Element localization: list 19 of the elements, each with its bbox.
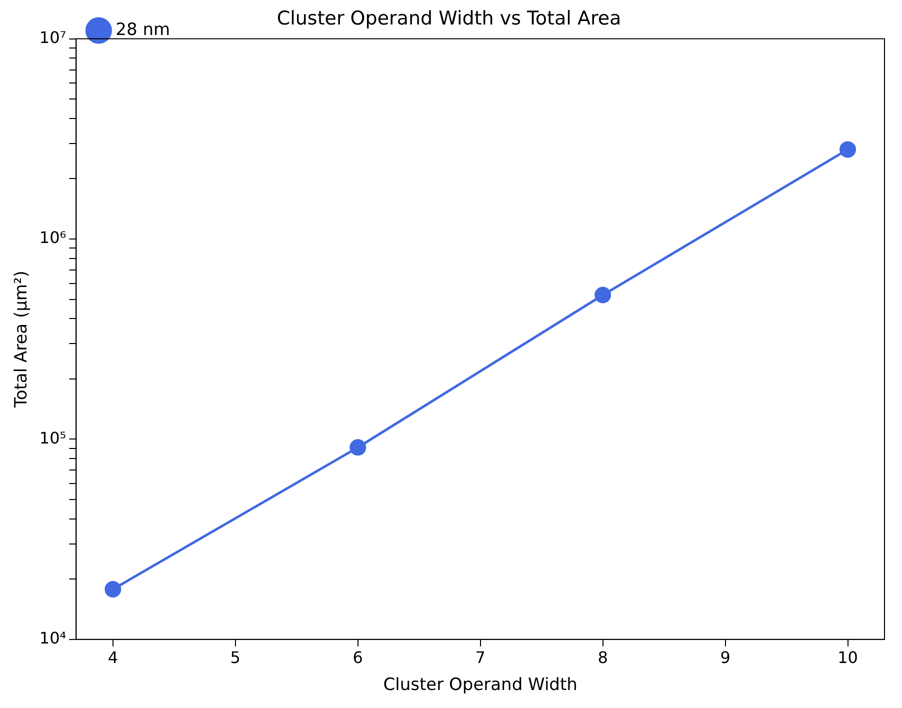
x-tick-label: 7: [475, 648, 486, 668]
chart-title: Cluster Operand Width vs Total Area: [276, 7, 622, 30]
y-tick-label: 10⁵: [39, 428, 66, 448]
point: [104, 581, 122, 598]
legend-label: 28 nm: [116, 20, 170, 40]
point: [594, 286, 612, 304]
x-tick-label: 4: [108, 648, 118, 668]
x-tick-label: 10: [838, 648, 858, 668]
point: [840, 141, 856, 158]
y-axis-title: Total Area (μm²): [12, 270, 32, 409]
x-tick-label: 6: [352, 648, 363, 668]
x-axis-title: Cluster Operand Width: [383, 675, 578, 696]
point: [350, 439, 366, 456]
x-tick-label: 9: [720, 648, 730, 668]
x-tick-label: 8: [598, 648, 608, 668]
y-tick-label: 10⁴: [39, 628, 66, 648]
x-tick-label: 5: [230, 648, 240, 668]
y-tick-label: 10⁷: [39, 28, 66, 47]
y-tick-label: 10⁶: [39, 228, 66, 248]
